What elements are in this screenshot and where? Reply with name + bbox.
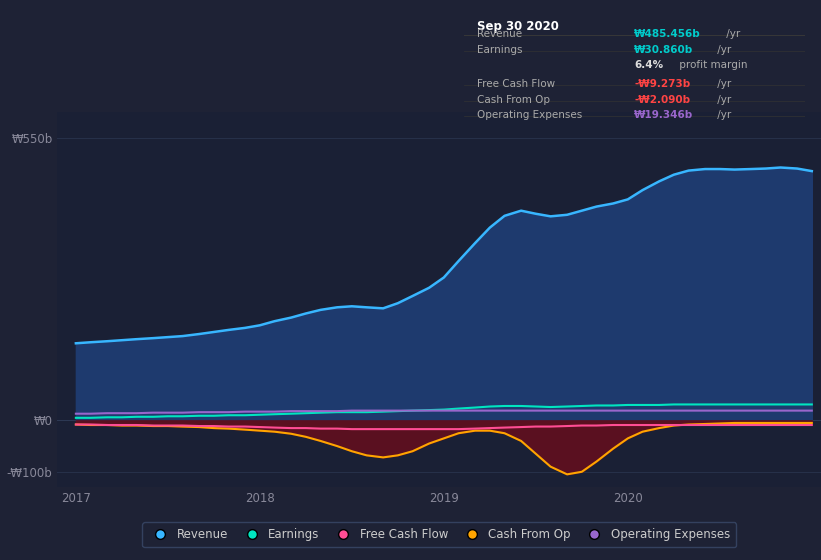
Text: /yr: /yr — [714, 45, 732, 55]
Text: 6.4%: 6.4% — [635, 60, 663, 71]
Text: ₩19.346b: ₩19.346b — [635, 110, 694, 120]
Text: -₩9.273b: -₩9.273b — [635, 79, 690, 89]
Text: Revenue: Revenue — [478, 29, 523, 39]
Text: /yr: /yr — [714, 95, 732, 105]
Text: -₩2.090b: -₩2.090b — [635, 95, 690, 105]
Text: Free Cash Flow: Free Cash Flow — [478, 79, 556, 89]
Legend: Revenue, Earnings, Free Cash Flow, Cash From Op, Operating Expenses: Revenue, Earnings, Free Cash Flow, Cash … — [143, 522, 736, 547]
Text: Sep 30 2020: Sep 30 2020 — [478, 20, 559, 34]
Text: Earnings: Earnings — [478, 45, 523, 55]
Text: profit margin: profit margin — [676, 60, 747, 71]
Text: /yr: /yr — [714, 110, 732, 120]
Text: ₩30.860b: ₩30.860b — [635, 45, 694, 55]
Text: ₩485.456b: ₩485.456b — [635, 29, 701, 39]
Text: Cash From Op: Cash From Op — [478, 95, 551, 105]
Text: Operating Expenses: Operating Expenses — [478, 110, 583, 120]
Text: /yr: /yr — [714, 79, 732, 89]
Text: /yr: /yr — [723, 29, 741, 39]
